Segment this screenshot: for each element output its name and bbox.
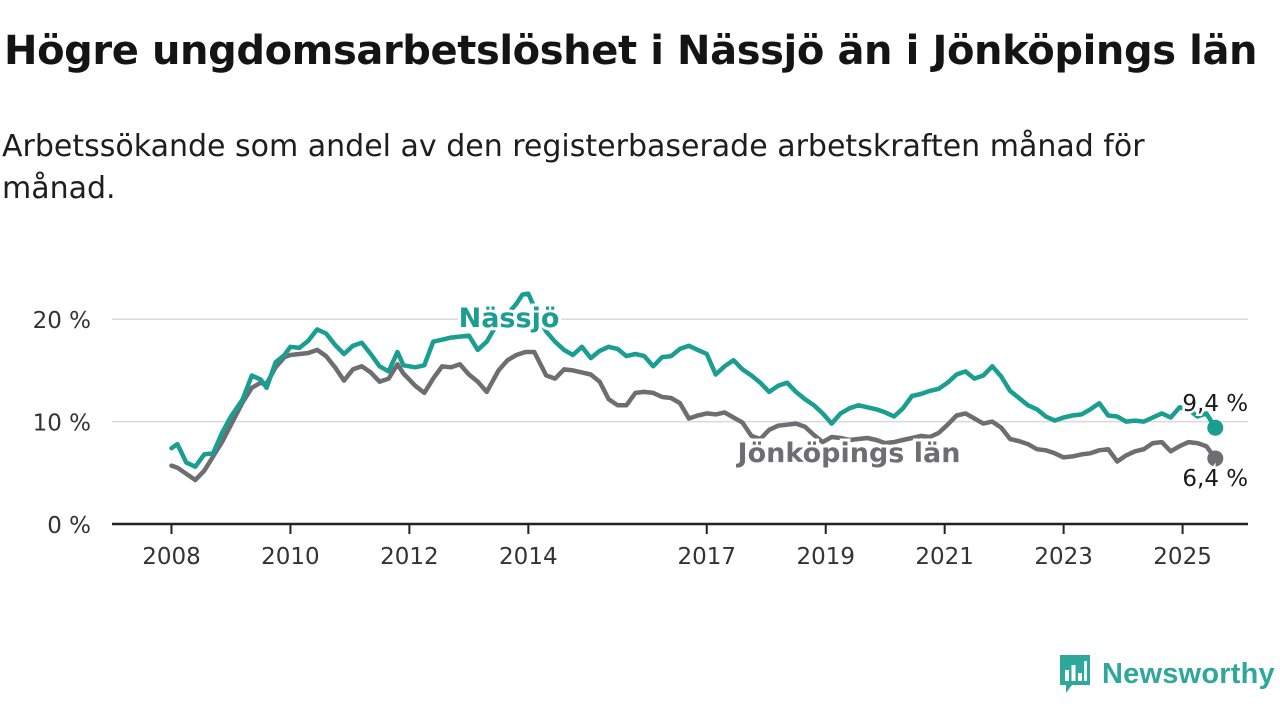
series-end-marker	[1207, 450, 1224, 467]
series-name-label: Nässjö	[459, 303, 560, 334]
y-axis-ticks: 0 % 10 % 20 %	[33, 308, 91, 539]
y-tick-label: 10 %	[33, 411, 91, 437]
x-tick-label: 2019	[796, 544, 855, 570]
series-line-nassjo	[169, 291, 1218, 469]
chart-title: Högre ungdomsarbetslöshet i Nässjö än i …	[4, 28, 1258, 74]
x-tick-label: 2012	[380, 544, 439, 570]
series-labels: Nässjö Jönköpings län 9,4 % 6,4 %	[456, 300, 1251, 495]
x-tick-label: 2010	[261, 544, 320, 570]
x-axis-ticks: 2008 2010 2012 2014 2017 2019 2021 2023 2025	[142, 524, 1212, 570]
y-tick-label: 20 %	[33, 308, 91, 334]
x-tick-label: 2023	[1034, 544, 1093, 570]
series-end-value-label: 9,4 %	[1182, 391, 1248, 417]
y-tick-label: 0 %	[47, 513, 91, 539]
chart-subtitle: Arbetssökande som andel av den registerb…	[2, 129, 1145, 206]
series-name-label: Jönköpings län	[736, 438, 961, 469]
series-end-marker	[1207, 419, 1224, 436]
x-tick-label: 2017	[677, 544, 736, 570]
series-end-value-label: 6,4 %	[1182, 466, 1248, 492]
bar-chart-speech-icon	[1060, 655, 1090, 693]
x-tick-label: 2008	[142, 544, 201, 570]
brand-name: Newsworthy	[1102, 657, 1275, 690]
x-tick-label: 2014	[499, 544, 558, 570]
series-lines	[169, 291, 1224, 483]
series-line-jonkoping	[169, 347, 1218, 483]
x-tick-label: 2025	[1153, 544, 1212, 570]
newsworthy-logo: Newsworthy	[1058, 652, 1275, 696]
x-tick-label: 2021	[915, 544, 974, 570]
